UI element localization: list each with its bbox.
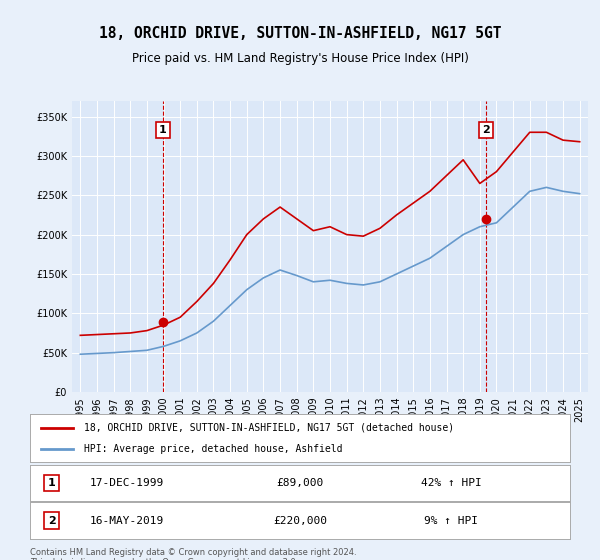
Text: 16-MAY-2019: 16-MAY-2019 — [90, 516, 164, 525]
Text: £89,000: £89,000 — [277, 478, 323, 488]
Text: 1: 1 — [159, 125, 167, 135]
Text: 9% ↑ HPI: 9% ↑ HPI — [424, 516, 478, 525]
Text: Contains HM Land Registry data © Crown copyright and database right 2024.
This d: Contains HM Land Registry data © Crown c… — [30, 548, 356, 560]
Text: 17-DEC-1999: 17-DEC-1999 — [90, 478, 164, 488]
Text: Price paid vs. HM Land Registry's House Price Index (HPI): Price paid vs. HM Land Registry's House … — [131, 52, 469, 66]
Text: 18, ORCHID DRIVE, SUTTON-IN-ASHFIELD, NG17 5GT (detached house): 18, ORCHID DRIVE, SUTTON-IN-ASHFIELD, NG… — [84, 423, 454, 433]
Text: 2: 2 — [482, 125, 490, 135]
Text: 42% ↑ HPI: 42% ↑ HPI — [421, 478, 482, 488]
Text: 18, ORCHID DRIVE, SUTTON-IN-ASHFIELD, NG17 5GT: 18, ORCHID DRIVE, SUTTON-IN-ASHFIELD, NG… — [99, 26, 501, 41]
Text: £220,000: £220,000 — [273, 516, 327, 525]
Text: 2: 2 — [48, 516, 55, 525]
Text: 1: 1 — [48, 478, 55, 488]
Text: HPI: Average price, detached house, Ashfield: HPI: Average price, detached house, Ashf… — [84, 444, 343, 454]
